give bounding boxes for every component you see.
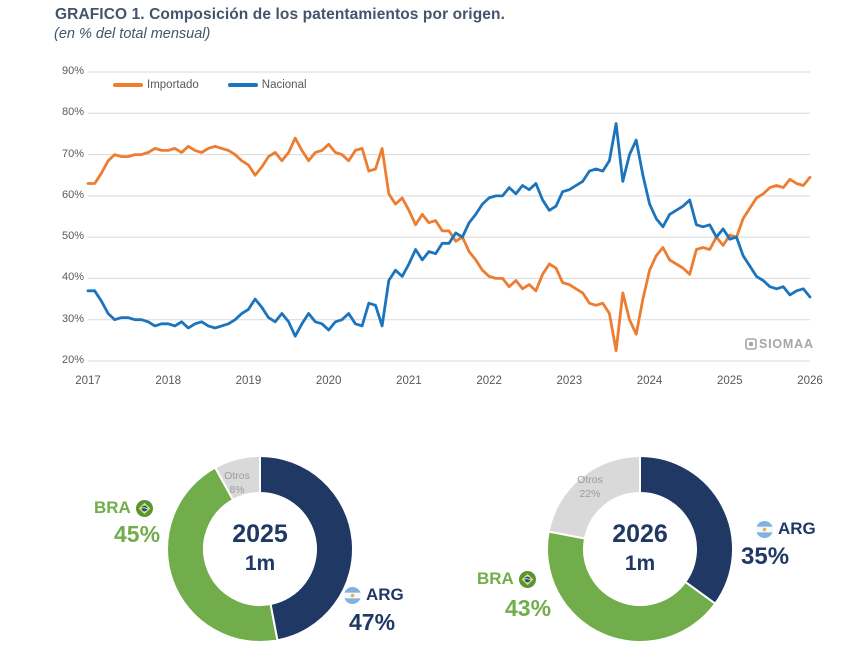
donut-2026-bra-percent: 43%	[505, 595, 552, 621]
arg-label-text: ARG	[366, 585, 404, 604]
bra-label-text: BRA	[477, 569, 514, 588]
donut-2025-year: 2025	[232, 520, 288, 548]
legend-label-nacional: Nacional	[261, 79, 307, 91]
donut-2025-period: 1m	[244, 552, 276, 575]
y-tick-label: 60%	[61, 188, 84, 201]
donut-slice-arg	[259, 454, 354, 642]
x-tick-label: 2026	[797, 375, 823, 387]
otros-label-text: Otros	[224, 470, 250, 482]
y-tick-label: 50%	[61, 230, 84, 243]
donut-2025-bra-label: BRA	[94, 498, 153, 518]
otros-percent-text: 8%	[229, 483, 245, 496]
siomaa-watermark-text: SIOMAA	[759, 337, 814, 351]
donut-2026-bra-label: BRA	[477, 569, 536, 589]
arg-label-text: ARG	[778, 519, 816, 538]
donut-2026-center-label: 2026 1m	[580, 520, 700, 575]
siomaa-logo-icon	[745, 338, 757, 350]
donut-slice-bra	[166, 466, 279, 643]
x-tick-label: 2023	[556, 375, 583, 387]
y-tick-label: 80%	[61, 106, 84, 119]
x-tick-label: 2021	[396, 375, 422, 387]
line-chart-legend: Importado Nacional	[113, 79, 327, 91]
x-tick-label: 2020	[315, 375, 342, 387]
bra-label-text: BRA	[94, 498, 131, 517]
donut-2026-period: 1m	[624, 552, 656, 575]
argentina-flag-icon	[756, 520, 773, 538]
legend-label-importado: Importado	[147, 79, 199, 91]
donut-slice-otros	[213, 454, 261, 502]
legend-item-nacional: Nacional	[227, 79, 307, 91]
x-tick-label: 2022	[476, 375, 502, 387]
page-subtitle: (en % del total mensual)	[54, 26, 211, 42]
donut-2025-otros-label: Otros 8%	[207, 470, 267, 497]
siomaa-watermark: SIOMAA	[745, 337, 814, 351]
donut-2025-center-label: 2025 1m	[200, 520, 320, 575]
y-tick-label: 20%	[61, 354, 84, 366]
importado-line-swatch-icon	[113, 83, 143, 87]
donut-2025-arg-percent: 47%	[349, 609, 396, 635]
donut-2026-year: 2026	[612, 520, 668, 548]
y-tick-label: 40%	[61, 271, 84, 284]
donut-2025-arg-label: ARG	[344, 585, 404, 605]
donut-2026-otros-label: Otros 22%	[560, 474, 620, 501]
y-tick-label: 30%	[61, 312, 84, 325]
donut-2026-arg-label: ARG	[756, 519, 816, 539]
otros-label-text: Otros	[577, 474, 603, 486]
brazil-flag-icon	[135, 499, 153, 517]
series-line-nacional	[86, 122, 812, 338]
x-tick-label: 2017	[75, 375, 101, 387]
donut-slice-arg	[639, 454, 734, 606]
legend-item-importado: Importado	[113, 79, 199, 91]
nacional-line-swatch-icon	[227, 83, 258, 87]
x-tick-label: 2018	[155, 375, 182, 387]
y-tick-label: 90%	[61, 65, 84, 77]
y-tick-label: 70%	[61, 147, 84, 160]
x-tick-label: 2024	[636, 375, 663, 387]
x-tick-label: 2019	[235, 375, 262, 387]
donut-slice-otros	[547, 454, 641, 540]
page-title: GRAFICO 1. Composición de los patentamie…	[55, 6, 505, 23]
otros-percent-text: 22%	[579, 487, 601, 500]
donut-2026-arg-percent: 35%	[741, 543, 790, 570]
brazil-flag-icon	[518, 570, 536, 588]
argentina-flag-icon	[344, 586, 361, 604]
donut-2025-bra-percent: 45%	[114, 521, 161, 547]
x-tick-label: 2025	[716, 375, 743, 387]
donut-slice-bra	[546, 530, 717, 643]
series-line-importado	[86, 136, 812, 353]
